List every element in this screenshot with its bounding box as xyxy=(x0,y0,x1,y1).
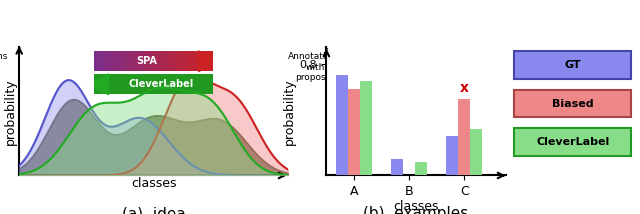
Bar xyxy=(348,89,360,175)
Bar xyxy=(415,162,428,175)
Y-axis label: probability: probability xyxy=(284,78,296,145)
Text: CleverLabel: CleverLabel xyxy=(536,137,609,147)
Text: Biased: Biased xyxy=(552,99,594,109)
Text: Annotations
with
proposal: Annotations with proposal xyxy=(288,52,342,82)
Y-axis label: probability: probability xyxy=(3,78,17,145)
X-axis label: classes: classes xyxy=(131,177,177,190)
FancyBboxPatch shape xyxy=(515,128,631,156)
Bar xyxy=(391,159,403,175)
X-axis label: classes: classes xyxy=(393,200,439,213)
Bar xyxy=(336,75,348,175)
Text: GT: GT xyxy=(564,60,581,70)
Text: x: x xyxy=(460,80,468,95)
Text: (b)  examples: (b) examples xyxy=(364,206,468,214)
Bar xyxy=(458,99,470,175)
Text: Annotations
without
proposal: Annotations without proposal xyxy=(0,52,9,82)
FancyBboxPatch shape xyxy=(515,52,631,79)
Bar xyxy=(470,129,483,175)
FancyBboxPatch shape xyxy=(515,90,631,117)
Text: (a)  idea: (a) idea xyxy=(122,206,186,214)
Bar xyxy=(360,81,372,175)
Bar xyxy=(446,136,458,175)
